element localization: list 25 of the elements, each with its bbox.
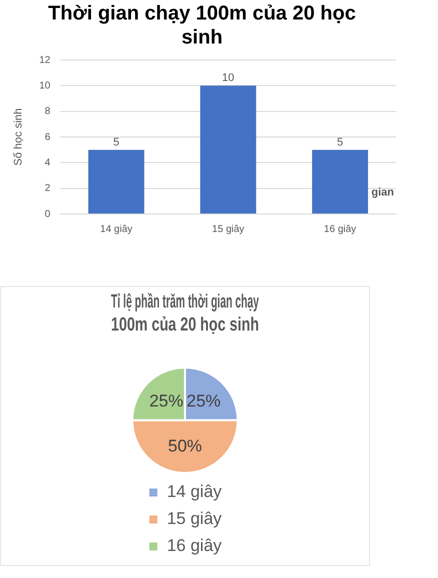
legend-label: 15 giây [166, 509, 222, 528]
legend-label: 16 giây [166, 536, 222, 556]
legend-label: 14 giây [166, 482, 222, 502]
y-tick-label: 10 [39, 80, 51, 92]
data-label: 5 [336, 136, 344, 148]
text: Tỉ lệ phần trăm thời gian chạy [111, 292, 259, 313]
data-label: 10 [222, 72, 234, 84]
y-tick-label: 2 [44, 183, 51, 194]
y-tick-label: 4 [44, 157, 51, 168]
data-label: 25% [186, 391, 221, 410]
text: Thời gian chạy 100m của 20 học [48, 2, 356, 25]
y-tick-label: 6 [44, 132, 51, 143]
data-label: 25% [149, 391, 184, 410]
x-tick-label: 16 giây [324, 224, 356, 235]
text: 100m của 20 học sinh [111, 313, 259, 335]
data-label: 5 [113, 136, 120, 148]
text: sinh [181, 26, 223, 49]
y-axis-title: Số học sinh [12, 108, 25, 166]
y-tick-label: 0 [44, 208, 51, 220]
x-tick-label: 15 giây [212, 224, 244, 235]
annotation: gian [371, 186, 394, 198]
y-tick-label: 8 [44, 106, 51, 118]
y-tick-label: 12 [39, 54, 51, 66]
x-tick-label: 14 giây [100, 224, 132, 235]
data-label: 50% [168, 436, 202, 456]
